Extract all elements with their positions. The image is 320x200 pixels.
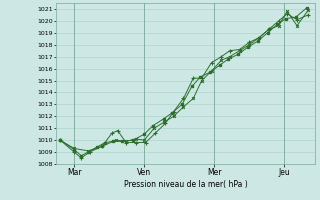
X-axis label: Pression niveau de la mer( hPa ): Pression niveau de la mer( hPa ): [124, 180, 247, 189]
